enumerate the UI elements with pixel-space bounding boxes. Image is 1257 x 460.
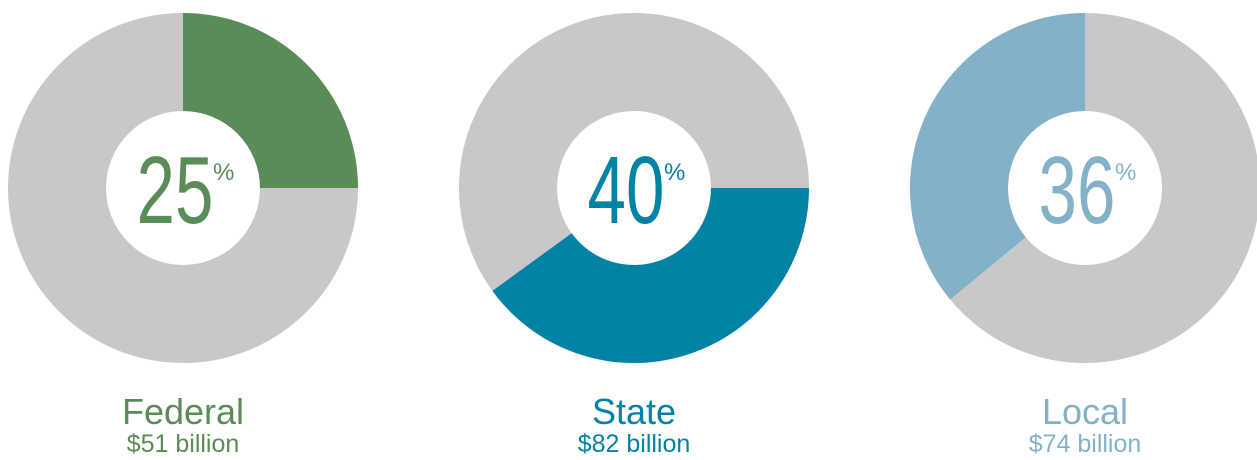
donut-label: Federal [122, 391, 244, 432]
percent-unit: % [664, 159, 685, 186]
donut-label: State [592, 391, 676, 432]
donut-amount: $51 billion [127, 430, 240, 458]
percent-value: 40 [588, 136, 665, 244]
donut-amount: $74 billion [1029, 430, 1142, 458]
percent-value: 25 [137, 136, 214, 244]
donut-slice [492, 188, 809, 363]
donut-slice [909, 13, 1085, 300]
percent-unit: % [213, 159, 234, 186]
percent-value: 36 [1039, 136, 1116, 244]
donut-amount: $82 billion [578, 430, 691, 458]
donut-slice [183, 13, 358, 188]
donut-label: Local [1042, 391, 1128, 432]
percent-unit: % [1115, 159, 1136, 186]
